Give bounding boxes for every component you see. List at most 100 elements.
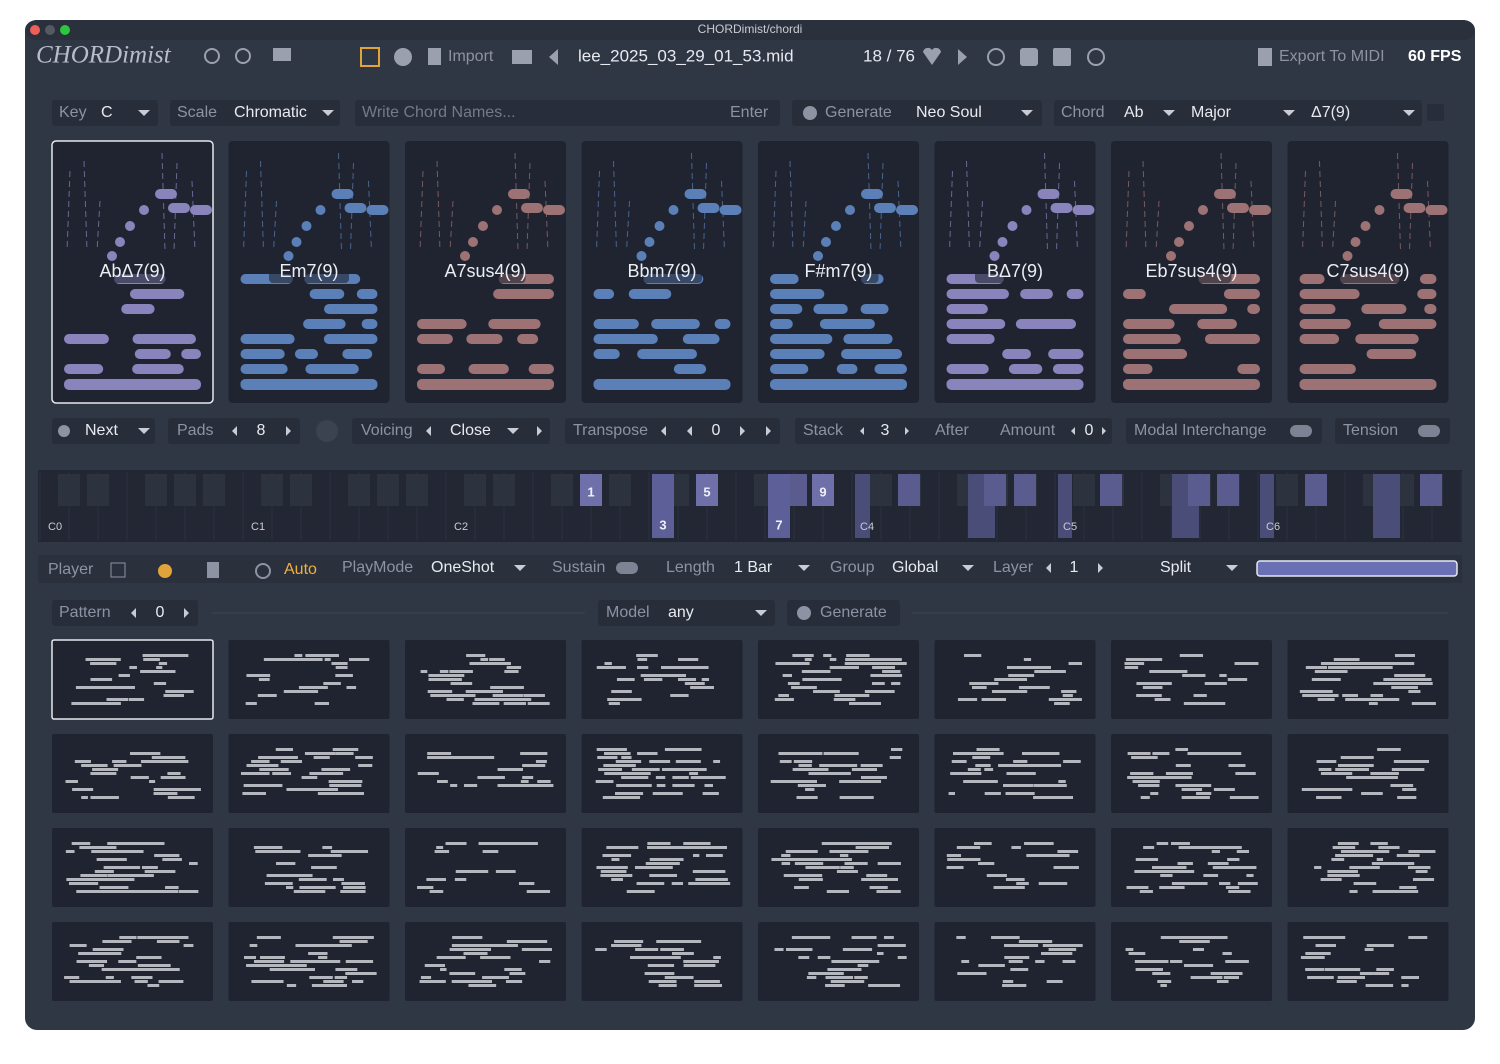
export-button[interactable]: Export To MIDI	[1279, 48, 1385, 65]
loop-icon[interactable]	[255, 563, 271, 579]
thumb-note	[158, 980, 184, 983]
pattern-thumb[interactable]	[758, 922, 919, 1001]
minimize-button[interactable]	[45, 25, 55, 35]
thumb-note	[1008, 674, 1035, 677]
zoom-out[interactable]	[204, 48, 220, 64]
refresh[interactable]	[987, 48, 1005, 66]
folder-icon[interactable]	[512, 50, 532, 64]
pattern-thumb[interactable]	[758, 828, 919, 907]
pattern-thumb[interactable]	[228, 922, 390, 1001]
model-select[interactable]	[598, 600, 775, 626]
pattern-thumb[interactable]	[1287, 734, 1449, 813]
pattern-thumb[interactable]	[228, 828, 390, 907]
pattern-stepper[interactable]	[52, 600, 198, 626]
file-icon[interactable]	[207, 562, 219, 578]
import-icon[interactable]	[428, 48, 441, 65]
chord-toggle[interactable]	[1427, 104, 1444, 121]
tension[interactable]	[1335, 418, 1450, 444]
toggle[interactable]	[1418, 425, 1440, 437]
thumb-note	[417, 772, 439, 775]
pattern-thumb[interactable]	[1111, 640, 1272, 719]
chord-pad[interactable]: BΔ7(9)	[934, 141, 1096, 403]
chord-pad[interactable]: F#m7(9)	[758, 141, 919, 403]
pattern-thumb[interactable]	[934, 922, 1096, 1001]
pattern-thumb[interactable]	[1111, 922, 1272, 1001]
pattern-thumb[interactable]	[1111, 734, 1272, 813]
chord-pad[interactable]: Bbm7(9)	[581, 141, 743, 403]
pattern-thumb[interactable]	[1287, 828, 1449, 907]
note-bar	[1417, 289, 1437, 299]
zoom-in[interactable]	[235, 48, 251, 64]
thumb-note	[341, 882, 365, 885]
pattern-thumb[interactable]	[1111, 828, 1272, 907]
pattern-thumb[interactable]	[934, 640, 1096, 719]
pattern-thumb[interactable]	[51, 639, 214, 720]
settings-icon[interactable]	[110, 562, 126, 578]
toggle[interactable]	[1290, 425, 1312, 437]
generate-select[interactable]	[792, 100, 1042, 126]
save-icon[interactable]	[1053, 48, 1071, 66]
voice-dot	[107, 251, 117, 261]
reload[interactable]	[1087, 48, 1105, 66]
chord-pad[interactable]: Em7(9)	[228, 141, 390, 403]
pattern-thumb[interactable]	[934, 828, 1096, 907]
pattern-thumb[interactable]	[1287, 922, 1449, 1001]
auto-note-icon[interactable]	[158, 564, 172, 578]
pattern-thumb[interactable]	[52, 922, 213, 1001]
generate-button[interactable]: Generate	[825, 104, 892, 121]
pattern-thumb[interactable]	[1287, 640, 1449, 719]
pattern-thumb[interactable]	[52, 828, 213, 907]
transpose-stepper[interactable]	[565, 418, 780, 444]
pattern-thumb[interactable]	[405, 828, 566, 907]
thumb-note	[1366, 944, 1394, 947]
pattern-thumb[interactable]	[405, 640, 566, 719]
note-icon[interactable]	[360, 47, 380, 67]
chord-input[interactable]	[355, 100, 780, 126]
comment-icon[interactable]	[273, 48, 291, 61]
voicing-select[interactable]	[352, 418, 550, 444]
close-button[interactable]	[30, 25, 40, 35]
after-button[interactable]: After	[935, 422, 969, 439]
sync-button[interactable]	[316, 420, 338, 442]
modal-interchange[interactable]	[1126, 418, 1322, 444]
thumb-note	[1317, 698, 1335, 701]
enter-button[interactable]: Enter	[730, 104, 769, 121]
sustain-toggle[interactable]	[616, 562, 638, 574]
pattern-thumb[interactable]	[52, 734, 213, 813]
thumb-note	[78, 890, 108, 893]
arrow	[1226, 565, 1238, 571]
key-select[interactable]	[52, 100, 158, 126]
pattern-thumb[interactable]	[934, 734, 1096, 813]
pattern-thumb[interactable]	[758, 640, 919, 719]
chord-pad[interactable]: C7sus4(9)	[1287, 141, 1449, 403]
pattern-thumb[interactable]	[581, 922, 743, 1001]
scale-select[interactable]	[170, 100, 340, 126]
export-icon[interactable]	[1258, 48, 1272, 66]
pattern-thumb[interactable]	[228, 734, 390, 813]
favorite[interactable]	[923, 47, 941, 65]
next-file[interactable]	[958, 49, 967, 65]
palette-icon[interactable]	[394, 48, 412, 66]
import-button[interactable]: Import	[448, 48, 494, 65]
pattern-thumb[interactable]	[405, 734, 566, 813]
stack-controls[interactable]	[795, 418, 1112, 444]
pattern-thumb[interactable]	[581, 828, 743, 907]
pattern-thumb[interactable]	[758, 734, 919, 813]
next-select[interactable]	[52, 418, 155, 444]
thumb-note	[802, 678, 838, 681]
zoom-button[interactable]	[60, 25, 70, 35]
pattern-thumb[interactable]	[581, 640, 743, 719]
pattern-thumb[interactable]	[405, 922, 566, 1001]
chord-pad[interactable]: AbΔ7(9)	[51, 140, 214, 404]
random-icon[interactable]	[1020, 48, 1038, 66]
progress-bar[interactable]	[1256, 560, 1458, 577]
prev-file[interactable]	[549, 49, 558, 65]
chord-select[interactable]	[1054, 100, 1422, 126]
chord-pad[interactable]: A7sus4(9)	[405, 141, 566, 403]
pattern-thumb[interactable]	[581, 734, 743, 813]
thumb-note	[829, 658, 837, 661]
generate-button[interactable]	[787, 600, 900, 626]
pattern-thumb[interactable]	[228, 640, 390, 719]
chord-pad[interactable]: Eb7sus4(9)	[1111, 141, 1272, 403]
auto-button[interactable]: Auto	[284, 561, 317, 578]
